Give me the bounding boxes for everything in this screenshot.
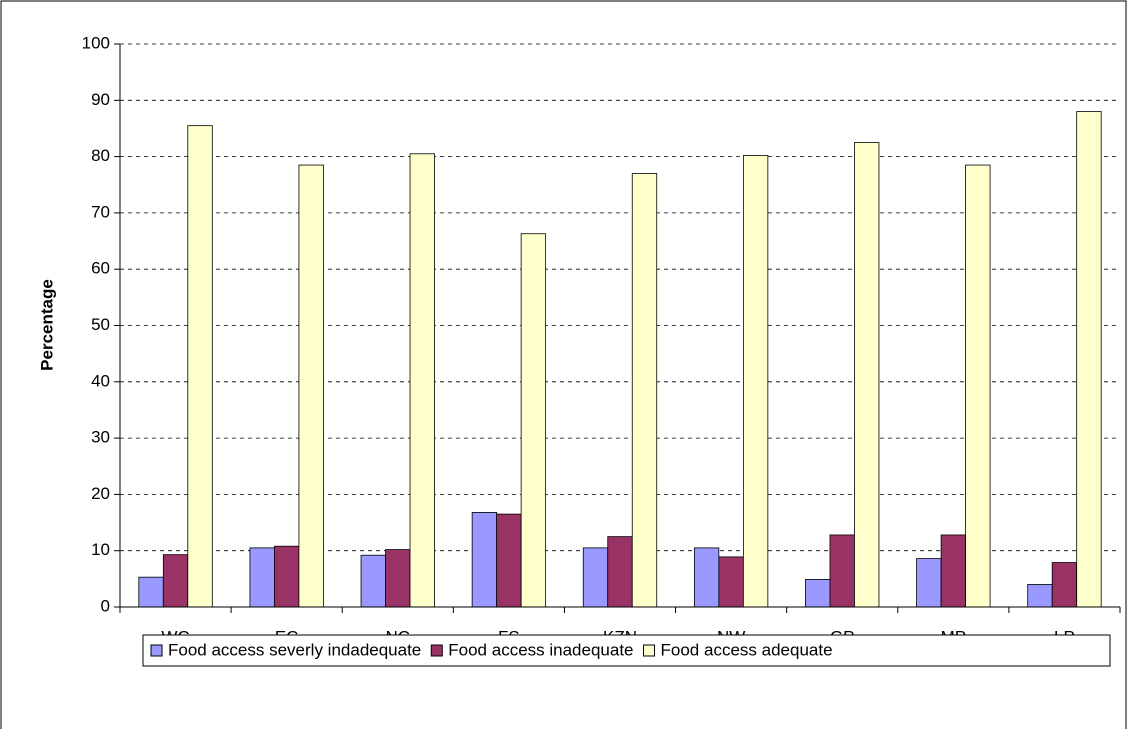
bar xyxy=(607,536,633,608)
legend-swatch xyxy=(430,644,443,657)
legend-swatch xyxy=(150,644,163,657)
legend-label: Food access severly indadequate xyxy=(168,640,421,659)
bar xyxy=(409,153,435,608)
bar xyxy=(631,173,658,608)
bar xyxy=(496,513,522,608)
bar xyxy=(693,547,720,608)
bar xyxy=(854,142,880,608)
bar xyxy=(718,556,744,608)
bar xyxy=(360,554,386,608)
y-tick-label: 40 xyxy=(91,371,110,390)
bar xyxy=(965,164,991,608)
y-tick-label: 80 xyxy=(91,146,110,165)
y-tick-label: 10 xyxy=(91,540,110,559)
bar xyxy=(742,155,769,608)
bar xyxy=(916,558,942,608)
bar xyxy=(1051,562,1078,608)
y-tick-label: 60 xyxy=(91,259,110,278)
bar xyxy=(138,576,164,608)
bar xyxy=(298,164,324,608)
bar xyxy=(187,125,213,608)
y-tick-label: 50 xyxy=(91,315,110,334)
y-tick-label: 90 xyxy=(91,90,110,109)
bar xyxy=(1027,584,1053,608)
bar xyxy=(162,554,189,608)
bar xyxy=(274,545,300,608)
bar xyxy=(805,579,831,608)
legend-swatch xyxy=(643,644,656,657)
bar xyxy=(385,549,411,608)
y-tick-label: 30 xyxy=(91,428,110,447)
y-tick-label: 70 xyxy=(91,202,110,221)
bar xyxy=(471,512,498,608)
bar xyxy=(829,534,855,608)
bar xyxy=(582,547,609,608)
bar xyxy=(940,534,966,608)
y-tick-label: 20 xyxy=(91,484,110,503)
y-tick-label: 100 xyxy=(82,33,110,52)
y-tick-label: 0 xyxy=(101,596,110,615)
bar xyxy=(520,233,547,608)
legend-label: Food access adequate xyxy=(661,640,833,659)
bar xyxy=(249,547,275,608)
bar xyxy=(1076,111,1102,608)
legend xyxy=(142,634,1111,667)
y-axis-label: Percentage xyxy=(37,279,56,371)
legend-label: Food access inadequate xyxy=(448,640,633,659)
